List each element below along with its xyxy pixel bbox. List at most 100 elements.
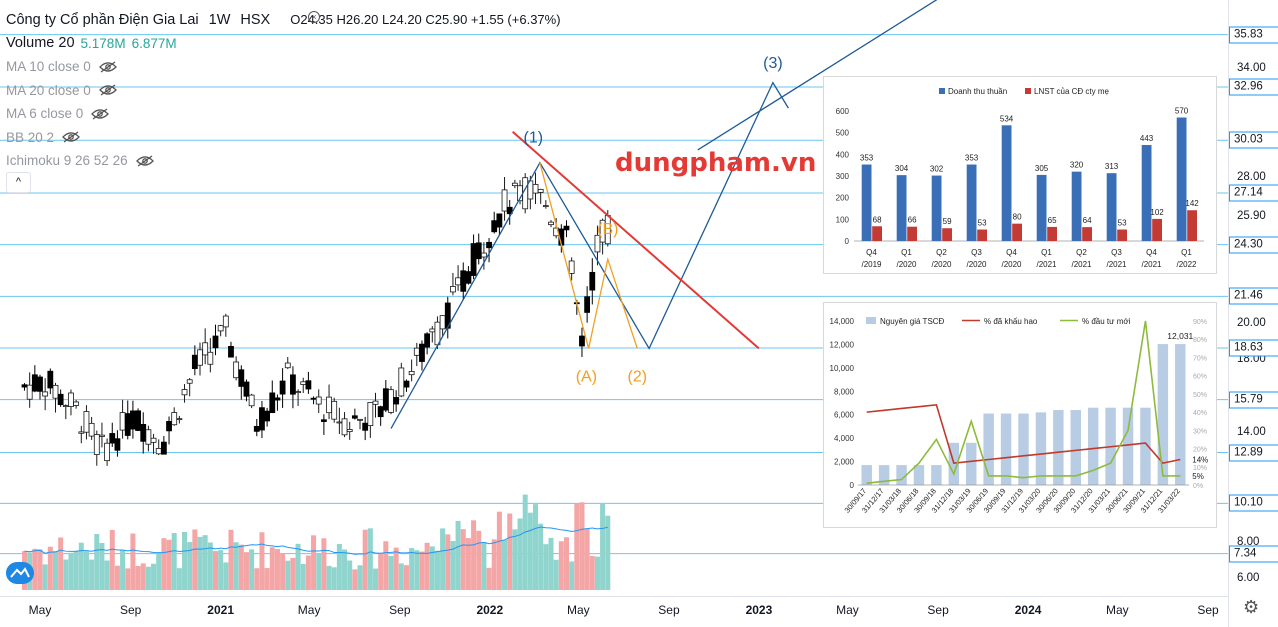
chart-legend: Công ty Cổ phần Điện Gia Lai 1W HSX O24.… [6,8,561,173]
candle-up [248,394,255,407]
volume-bar [192,529,198,590]
inset2-ytick: 2,000 [834,458,855,467]
inset1-profit-label: 53 [978,219,987,228]
inset1-category-label: /2020 [896,260,917,269]
inset1-ytick: 300 [836,172,850,181]
candle-up [326,396,332,414]
volume-bar [538,523,544,590]
volume-bar [52,550,58,590]
wave-label: (1) [524,130,544,147]
volume-label: Volume 20 [6,35,75,52]
remove-symbol-icon[interactable]: × [308,11,320,23]
candle-up [26,384,33,400]
candle-up [68,392,74,407]
volume-bar [114,565,120,590]
hidden-eye-icon[interactable] [98,61,117,73]
indicator-ma10[interactable]: MA 10 close 0 [6,55,561,79]
inset1-profit-bar [1012,223,1022,241]
interval-label[interactable]: 1W [208,11,231,28]
hidden-eye-icon[interactable] [62,131,80,143]
volume-bar [156,552,162,590]
volume-bar [151,563,157,590]
candle-down [486,241,492,249]
volume-row[interactable]: Volume 20 5.178M 6.877M [6,32,561,56]
candle-down [424,333,431,348]
volume-bar [197,536,203,590]
volume-bar [269,547,275,590]
volume-bar [218,550,224,590]
volume-bar [558,541,564,590]
inset1-category-label: Q3 [971,248,982,257]
time-tick-label: May [297,603,321,617]
inset1-revenue-bar [896,175,907,241]
indicator-ma6[interactable]: MA 6 close 0 [6,102,561,126]
inset2-ytick: 4,000 [834,434,855,443]
volume-bar [212,551,218,590]
inset2-ytick: 10,000 [830,364,855,373]
candle-down [135,410,141,431]
indicator-label: Ichimoku 9 26 52 26 [6,153,128,169]
inset2-asset-bar [896,465,907,485]
candle-up [295,391,301,394]
indicator-bb[interactable]: BB 20 2 [6,126,561,150]
candle-up [480,252,487,258]
inset1-profit-label: 65 [1048,216,1057,225]
candle-up [52,384,59,399]
inset1-category-label: /2020 [1001,260,1022,269]
collapse-legend-button[interactable]: ^ [6,172,31,193]
indicator-ichimoku[interactable]: Ichimoku 9 26 52 26 [6,149,561,173]
candle-up [181,389,188,396]
volume-bar [130,533,136,590]
candle-up [501,189,508,212]
elliott-wave-path [390,81,789,429]
price-level-badge: 15.79 [1229,391,1278,409]
hidden-eye-icon[interactable] [91,108,110,120]
candle-down [31,374,38,392]
candle-up [155,448,162,455]
candle-down [191,354,198,369]
candle-up [532,183,539,194]
inset1-revenue-label: 320 [1070,161,1084,170]
symbol-title[interactable]: Công ty Cổ phần Điện Gia Lai [6,11,199,28]
inset2-asset-bar [966,442,977,485]
candle-up [197,349,203,366]
indicator-label: MA 10 close 0 [6,59,91,75]
inset1-category-label: Q4 [866,248,877,257]
hidden-eye-icon[interactable] [135,155,154,167]
inset1-category-label: Q1 [1181,248,1192,257]
price-axis[interactable]: 34.0030.0328.0025.9024.3020.0018.0014.00… [1228,0,1278,627]
candle-up [99,434,105,437]
inset2-new-investment-line [866,320,1181,484]
volume-bar [202,535,208,590]
tradingview-logo[interactable] [6,562,34,584]
candle-down [47,370,54,389]
volume-bar [171,533,177,590]
volume-bar [352,569,358,590]
indicator-ma20[interactable]: MA 20 close 0 [6,79,561,103]
volume-bar [233,542,239,590]
volume-bar [42,564,48,590]
volume-bar [73,550,79,590]
time-axis[interactable]: May Sep 2021 May Sep 2022 May Sep 2023 May Sep 2024… [0,596,1228,627]
settings-gear-icon[interactable]: ⚙ [1243,597,1260,617]
volume-bar [533,504,539,590]
price-level-badge: 24.30 [1229,236,1278,254]
volume-bar [594,556,600,590]
volume-bar [434,550,440,590]
time-tick-label: 2021 [207,603,235,617]
price-tick-label: 20.00 [1237,317,1266,329]
candle-down [475,242,482,260]
inset1-profit-bar [1187,210,1197,241]
inset1-ytick: 600 [836,107,850,116]
price-level-badge: 21.46 [1229,287,1278,305]
hidden-eye-icon[interactable] [98,84,117,96]
inset2-asset-bar [1175,344,1186,485]
volume-bar [491,539,497,590]
time-tick-label: Sep [658,603,680,617]
volume-bar [336,544,342,590]
volume-bar [254,568,260,590]
inset2-asset-bar [1087,407,1099,485]
inset2-asset-bar [1140,407,1151,485]
inset2-depreciation-line [866,403,1181,465]
